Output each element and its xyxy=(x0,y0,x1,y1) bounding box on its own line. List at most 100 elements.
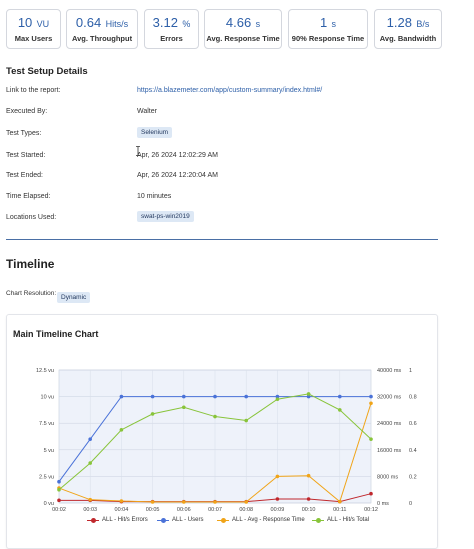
data-point-all-users xyxy=(213,394,217,399)
y-left-tick-label: 5 vu xyxy=(44,448,54,454)
x-tick-label: 00:03 xyxy=(83,507,97,513)
kpi-value: 0.64 Hits/s xyxy=(75,15,129,30)
data-point-all-hit-s-errors xyxy=(57,498,61,503)
data-point-all-users xyxy=(182,394,186,399)
data-point-all-users xyxy=(306,394,311,399)
x-tick-label: 00:08 xyxy=(239,507,253,513)
legend-label: ALL - Users xyxy=(172,517,204,523)
x-tick-label: 00:07 xyxy=(208,507,222,513)
legend-swatch xyxy=(157,517,169,523)
data-point-all-hit-s-total xyxy=(182,405,186,410)
data-point-all-users xyxy=(244,394,248,399)
y-left-tick-label: 0 vu xyxy=(44,501,54,507)
executed-by-value: Walter xyxy=(137,108,157,115)
kpi-label: Errors xyxy=(160,34,183,43)
data-point-all-hit-s-total xyxy=(306,392,311,396)
legend-swatch xyxy=(217,517,229,523)
locations-value: swat-ps-win2019 xyxy=(137,211,194,222)
kpi-strip: 10 VU Max Users 0.64 Hits/s Avg. Through… xyxy=(6,9,442,49)
chart-resolution-chip[interactable]: Dynamic xyxy=(57,292,91,303)
data-point-all-hit-s-errors xyxy=(306,497,311,501)
kpi-90-response-time: 1 s 90% Response Time xyxy=(288,9,368,49)
x-tick-label: 00:12 xyxy=(364,507,378,513)
kpi-label: Avg. Throughput xyxy=(71,34,133,43)
y-mid-tick-label: 8000 ms xyxy=(377,474,398,480)
time-elapsed-value: 10 minutes xyxy=(137,193,172,200)
legend-item-all-users[interactable]: ALL - Users xyxy=(157,517,203,523)
y-mid-tick-label: 40000 ms xyxy=(377,368,401,374)
data-point-all-avg-response-time xyxy=(150,500,155,504)
data-point-all-hit-s-total xyxy=(244,418,248,423)
report-link[interactable]: https://a.blazemeter.com/app/custom-summ… xyxy=(137,87,323,94)
data-point-all-hit-s-total xyxy=(57,487,61,492)
y-mid-tick-label: 24000 ms xyxy=(377,421,401,427)
executed-by-label: Executed By: xyxy=(6,108,48,115)
x-tick-label: 00:02 xyxy=(52,507,66,513)
x-tick-label: 00:09 xyxy=(271,507,285,513)
y-right-tick-label: 0.4 xyxy=(409,448,417,454)
time-elapsed-label: Time Elapsed: xyxy=(6,193,51,200)
test-types-label: Test Types: xyxy=(6,130,42,137)
kpi-label: Avg. Response Time xyxy=(206,34,280,43)
kpi-label: Max Users xyxy=(14,34,53,43)
data-point-all-users xyxy=(338,394,342,399)
test-types-value: Selenium xyxy=(137,127,173,138)
legend-swatch-dot xyxy=(315,517,321,523)
legend-label: ALL - Hit/s Total xyxy=(327,517,370,523)
data-point-all-users xyxy=(119,394,124,399)
test-started-value: Apr, 26 2024 12:02:29 AM xyxy=(137,152,218,159)
kpi-value: 10 VU xyxy=(17,15,50,30)
kpi-errors: 3.12 % Errors xyxy=(144,9,199,49)
x-tick-label: 00:10 xyxy=(302,507,316,513)
data-point-all-hit-s-total xyxy=(213,414,217,419)
data-point-all-users xyxy=(275,394,280,399)
y-left-tick-label: 12.5 vu xyxy=(36,368,54,374)
timeline-chart: 0 vu 2.5 vu 5 vu 7.5 vu 10 vu 12.5 vu 0 ms 8000… xyxy=(36,368,417,513)
data-point-all-avg-response-time xyxy=(338,499,342,504)
legend-item-all-avg-response-time[interactable]: ALL - Avg - Response Time xyxy=(217,517,305,523)
data-point-all-avg-response-time xyxy=(213,500,217,504)
section-title-setup: Test Setup Details xyxy=(6,66,88,77)
kpi-max-users: 10 VU Max Users xyxy=(6,9,61,49)
legend-label: ALL - Hit/s Errors xyxy=(102,517,148,523)
legend-item-all-hit-s-total[interactable]: ALL - Hit/s Total xyxy=(312,517,369,523)
data-point-all-avg-response-time xyxy=(182,500,186,504)
kpi-avg-throughput: 0.64 Hits/s Avg. Throughput xyxy=(66,9,138,49)
y-right-tick-label: 0.6 xyxy=(409,421,417,427)
test-ended-value: Apr, 26 2024 12:20:04 AM xyxy=(137,172,218,179)
y-right-tick-label: 0 xyxy=(409,501,412,507)
legend-label: ALL - Avg - Response Time xyxy=(232,517,305,523)
y-left-tick-label: 2.5 vu xyxy=(39,474,54,480)
data-point-all-hit-s-total xyxy=(150,412,155,416)
data-point-all-users xyxy=(150,394,155,399)
kpi-label: Avg. Bandwidth xyxy=(379,34,437,43)
y-right-tick-label: 0.2 xyxy=(409,474,417,480)
data-point-all-users xyxy=(57,479,61,484)
y-left-tick-label: 7.5 vu xyxy=(39,421,54,427)
locations-label: Locations Used: xyxy=(6,214,57,221)
section-divider xyxy=(6,239,438,240)
kpi-value: 1 s xyxy=(319,15,337,30)
y-mid-tick-label: 16000 ms xyxy=(377,448,401,454)
data-point-all-hit-s-total xyxy=(88,461,92,465)
legend-swatch-dot xyxy=(160,517,166,523)
test-started-label: Test Started: xyxy=(6,152,46,159)
data-point-all-hit-s-total xyxy=(119,428,124,432)
kpi-value: 3.12 % xyxy=(152,15,191,30)
data-point-all-hit-s-total xyxy=(275,397,280,402)
data-point-all-avg-response-time xyxy=(275,474,280,479)
data-point-all-users xyxy=(369,394,373,399)
y-right-tick-label: 0.8 xyxy=(409,395,417,401)
chart-resolution-selector[interactable]: Dynamic xyxy=(57,286,91,304)
legend-swatch xyxy=(87,517,99,523)
y-right-tick-label: 1 xyxy=(409,368,412,374)
y-left-tick-label: 10 vu xyxy=(41,395,54,401)
kpi-avg-response-time: 4.66 s Avg. Response Time xyxy=(204,9,282,49)
y-mid-tick-label: 0 ms xyxy=(377,501,389,507)
legend-swatch xyxy=(312,517,324,523)
x-tick-label: 00:04 xyxy=(115,507,129,513)
chart-title: Main Timeline Chart xyxy=(13,329,99,339)
x-tick-label: 00:05 xyxy=(146,507,160,513)
kpi-value: 4.66 s xyxy=(225,15,261,30)
legend-item-all-hit-s-errors[interactable]: ALL - Hit/s Errors xyxy=(87,517,148,523)
